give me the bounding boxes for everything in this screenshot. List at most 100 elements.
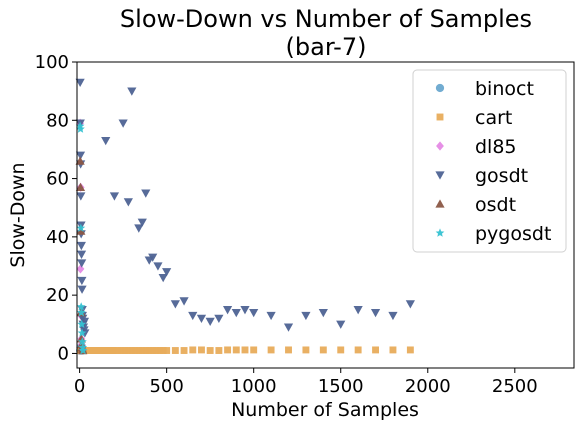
legend-entry-gosdt: gosdt bbox=[435, 165, 528, 187]
legend-marker bbox=[435, 83, 445, 93]
legend-label: pygosdt bbox=[475, 223, 551, 245]
data-point bbox=[188, 311, 198, 321]
x-tick-label: 1500 bbox=[318, 376, 364, 397]
data-point bbox=[148, 253, 158, 262]
legend-label: binoct bbox=[475, 78, 534, 100]
data-point bbox=[353, 306, 363, 315]
data-point bbox=[249, 308, 259, 318]
x-axis-ticks: 0 500 1000 1500 2000 2500 bbox=[74, 368, 538, 397]
data-point bbox=[76, 124, 85, 133]
legend-marker bbox=[436, 141, 444, 151]
data-point bbox=[196, 314, 207, 324]
data-point bbox=[232, 346, 240, 354]
x-tick-label: 2000 bbox=[405, 376, 451, 397]
data-point bbox=[198, 346, 205, 354]
data-point bbox=[76, 250, 87, 259]
x-axis-label: Number of Samples bbox=[231, 399, 419, 421]
legend-marker bbox=[436, 113, 444, 121]
data-point bbox=[76, 264, 85, 274]
data-point bbox=[137, 218, 147, 227]
data-point bbox=[79, 317, 90, 326]
data-point bbox=[302, 346, 310, 354]
data-point bbox=[250, 346, 258, 354]
data-point bbox=[388, 311, 398, 321]
data-point bbox=[77, 319, 87, 329]
legend-marker bbox=[435, 199, 445, 208]
data-point bbox=[283, 323, 294, 332]
data-point bbox=[75, 78, 85, 87]
data-point bbox=[214, 314, 224, 324]
data-point bbox=[405, 300, 415, 309]
chart-title: Slow-Down vs Number of Samples bbox=[120, 5, 532, 33]
data-point bbox=[78, 345, 88, 355]
data-point bbox=[158, 273, 168, 283]
data-point bbox=[180, 347, 188, 354]
legend-entry-cart: cart bbox=[436, 107, 512, 129]
data-point bbox=[75, 182, 86, 191]
y-tick-label: 0 bbox=[58, 343, 69, 364]
data-point bbox=[145, 347, 153, 354]
data-point bbox=[153, 262, 163, 271]
data-point bbox=[301, 311, 311, 321]
data-point bbox=[76, 308, 86, 317]
data-point bbox=[77, 285, 87, 294]
data-point bbox=[114, 347, 122, 354]
data-point bbox=[179, 297, 189, 306]
data-point bbox=[231, 308, 241, 318]
legend-entry-osdt: osdt bbox=[435, 194, 516, 216]
data-point bbox=[170, 300, 180, 309]
y-tick-label: 40 bbox=[46, 227, 69, 248]
data-point bbox=[118, 119, 128, 128]
data-point bbox=[149, 347, 157, 354]
legend-box bbox=[412, 69, 567, 253]
data-point bbox=[76, 226, 86, 235]
data-point bbox=[141, 189, 151, 198]
data-point bbox=[267, 346, 275, 354]
data-point bbox=[76, 223, 86, 232]
data-point bbox=[77, 328, 87, 337]
data-point bbox=[134, 224, 144, 233]
data-point bbox=[127, 87, 137, 96]
data-point bbox=[241, 346, 249, 354]
data-point bbox=[131, 347, 139, 354]
data-point bbox=[337, 346, 345, 354]
data-point bbox=[163, 347, 171, 354]
legend-entry-dl85: dl85 bbox=[436, 136, 517, 158]
x-tick-label: 2500 bbox=[492, 376, 538, 397]
x-tick-label: 0 bbox=[74, 376, 85, 397]
x-tick-label: 500 bbox=[149, 376, 183, 397]
data-point bbox=[121, 347, 129, 354]
y-axis-label: Slow-Down bbox=[7, 162, 29, 267]
data-point bbox=[123, 198, 133, 207]
series-gosdt bbox=[75, 78, 415, 338]
data-point bbox=[78, 337, 87, 346]
data-point bbox=[135, 347, 143, 354]
chart-subtitle: (bar-7) bbox=[286, 33, 367, 61]
data-point bbox=[189, 346, 197, 354]
legend-entry-pygosdt: pygosdt bbox=[435, 223, 551, 245]
data-point bbox=[266, 311, 276, 321]
legend-marker bbox=[435, 228, 445, 237]
series-cart bbox=[77, 346, 414, 354]
plot-frame bbox=[76, 61, 575, 369]
y-tick-label: 80 bbox=[46, 110, 69, 131]
legend-entry-binoct: binoct bbox=[435, 78, 534, 100]
data-point bbox=[76, 241, 86, 251]
data-point bbox=[205, 317, 215, 326]
y-tick-label: 100 bbox=[35, 52, 69, 73]
data-point bbox=[142, 347, 150, 354]
data-point bbox=[319, 346, 327, 354]
data-point bbox=[215, 347, 223, 354]
data-point bbox=[285, 346, 292, 354]
data-point bbox=[75, 151, 86, 160]
data-point bbox=[152, 347, 160, 354]
data-point bbox=[124, 347, 132, 354]
legend-label: gosdt bbox=[475, 165, 528, 187]
data-point bbox=[240, 306, 250, 315]
data-point bbox=[76, 302, 86, 311]
data-point bbox=[318, 308, 328, 318]
data-point bbox=[109, 192, 120, 201]
data-point bbox=[171, 347, 179, 354]
data-point bbox=[77, 276, 87, 286]
